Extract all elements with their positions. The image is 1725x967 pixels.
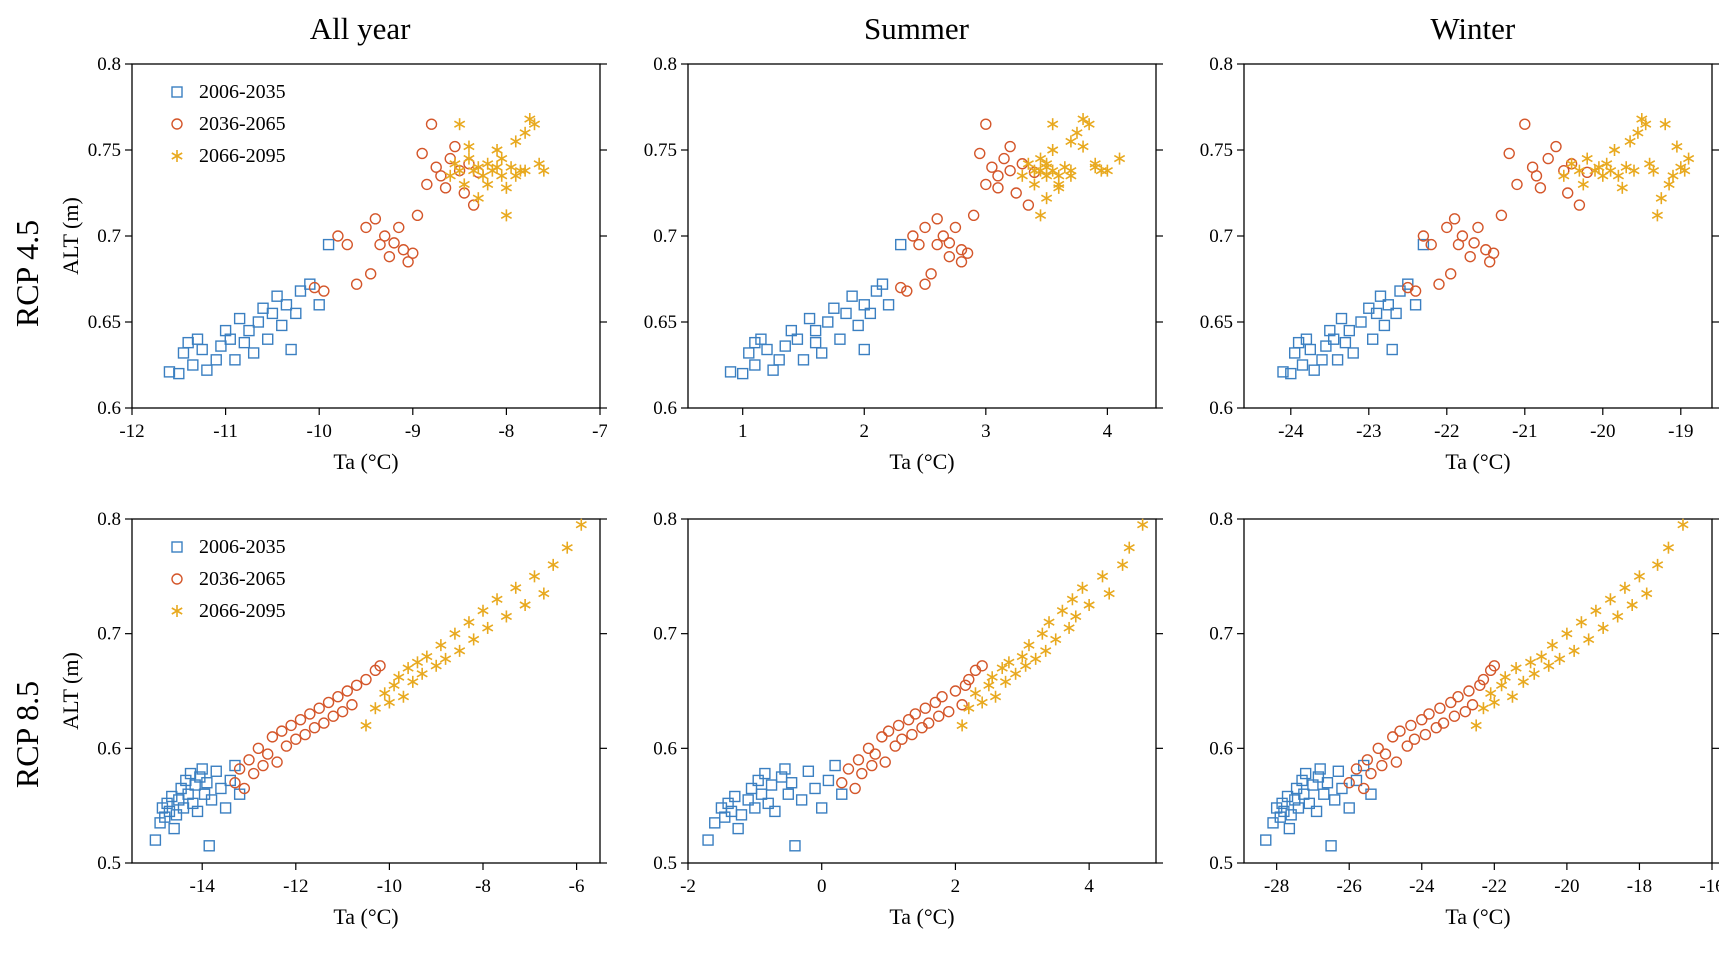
- column-title-winter: Winter: [1430, 10, 1516, 46]
- svg-text:Ta (°C): Ta (°C): [889, 449, 954, 474]
- svg-text:4: 4: [1103, 421, 1113, 442]
- svg-text:0.75: 0.75: [87, 140, 120, 161]
- scatter-chart-rcp45-summer: 1 2 3 4 0.6 0.65 0.7 0.75 0.8 Ta (°C): [644, 56, 1163, 474]
- svg-text:-6: -6: [568, 876, 584, 897]
- svg-text:3: 3: [981, 421, 991, 442]
- svg-text:Ta (°C): Ta (°C): [1446, 449, 1511, 474]
- panel-rcp85-all-year: -14 -12 -10 -8 -6 0.5 0.6 0.7 0.8 Ta (°C) ALT (m) 2…: [56, 501, 612, 967]
- svg-text:-23: -23: [1356, 421, 1381, 442]
- svg-text:-10: -10: [376, 876, 401, 897]
- svg-text:-19: -19: [1668, 421, 1693, 442]
- svg-text:0.65: 0.65: [644, 312, 677, 333]
- svg-text:0.8: 0.8: [653, 56, 677, 75]
- svg-text:ALT (m): ALT (m): [62, 197, 83, 275]
- svg-text:0.8: 0.8: [1210, 56, 1234, 75]
- svg-text:-24: -24: [1278, 421, 1304, 442]
- svg-text:0.7: 0.7: [97, 226, 121, 247]
- row-label-rcp45-text: RCP 4.5: [9, 219, 46, 328]
- panel-rcp85-summer: -2 0 2 4 0.5 0.6 0.7 0.8 Ta (°C): [612, 501, 1168, 967]
- svg-text:0.7: 0.7: [1210, 226, 1234, 247]
- svg-text:0.5: 0.5: [97, 853, 121, 874]
- svg-text:-22: -22: [1482, 876, 1507, 897]
- svg-text:-26: -26: [1337, 876, 1362, 897]
- row-label-rcp85: RCP 8.5: [0, 501, 56, 967]
- column-title-summer: Summer: [863, 10, 970, 46]
- svg-text:-12: -12: [119, 421, 144, 442]
- svg-text:Ta (°C): Ta (°C): [333, 449, 398, 474]
- svg-text:0.6: 0.6: [1210, 398, 1234, 419]
- svg-text:-22: -22: [1434, 421, 1459, 442]
- svg-text:0.7: 0.7: [1210, 624, 1234, 645]
- scatter-chart-rcp45-winter: -24 -23 -22 -21 -20 -19 0.6 0.65 0.7 0.75 0.8 Ta (°…: [1200, 56, 1720, 474]
- svg-text:-28: -28: [1264, 876, 1289, 897]
- svg-text:1: 1: [738, 421, 748, 442]
- svg-text:0.6: 0.6: [653, 738, 677, 759]
- panel-rcp45-all-year: -12 -11 -10 -9 -8 -7 0.6 0.65 0.7 0.75 0.8 Ta (°C) A…: [56, 46, 612, 501]
- svg-text:-9: -9: [405, 421, 421, 442]
- svg-text:0.65: 0.65: [87, 312, 120, 333]
- svg-text:0.6: 0.6: [97, 738, 121, 759]
- svg-text:2006-2035: 2006-2035: [199, 81, 286, 103]
- row-label-rcp45: RCP 4.5: [0, 46, 56, 501]
- scatter-chart-rcp85-all-year: -14 -12 -10 -8 -6 0.5 0.6 0.7 0.8 Ta (°C) ALT (m) 2…: [62, 511, 607, 929]
- svg-text:2066-2095: 2066-2095: [199, 145, 286, 167]
- svg-text:0.5: 0.5: [653, 853, 677, 874]
- scatter-chart-rcp85-winter: -28 -26 -24 -22 -20 -18 -16 0.5 0.6 0.7 0.8 Ta (°C): [1210, 511, 1720, 929]
- svg-text:-12: -12: [283, 876, 308, 897]
- svg-text:0.7: 0.7: [653, 624, 677, 645]
- svg-text:0.7: 0.7: [97, 624, 121, 645]
- svg-text:-14: -14: [189, 876, 215, 897]
- panel-rcp45-summer: 1 2 3 4 0.6 0.65 0.7 0.75 0.8 Ta (°C): [612, 46, 1168, 501]
- svg-text:-7: -7: [592, 421, 607, 442]
- panel-rcp45-winter: -24 -23 -22 -21 -20 -19 0.6 0.65 0.7 0.75 0.8 Ta (°…: [1169, 46, 1725, 501]
- svg-text:-8: -8: [498, 421, 514, 442]
- svg-text:0.5: 0.5: [1210, 853, 1234, 874]
- svg-text:0.75: 0.75: [1200, 140, 1233, 161]
- scatter-chart-rcp45-all-year: -12 -11 -10 -9 -8 -7 0.6 0.65 0.7 0.75 0.8 Ta (°C) A…: [62, 56, 607, 474]
- svg-text:Ta (°C): Ta (°C): [1446, 904, 1511, 929]
- svg-text:0.8: 0.8: [97, 511, 121, 530]
- svg-text:-21: -21: [1512, 421, 1537, 442]
- svg-text:2: 2: [951, 876, 961, 897]
- svg-text:-24: -24: [1409, 876, 1435, 897]
- svg-text:4: 4: [1084, 876, 1094, 897]
- svg-text:2: 2: [859, 421, 869, 442]
- svg-text:0: 0: [817, 876, 827, 897]
- svg-text:ALT (m): ALT (m): [62, 652, 83, 730]
- corner-spacer: [0, 0, 56, 46]
- svg-text:Ta (°C): Ta (°C): [333, 904, 398, 929]
- svg-text:0.6: 0.6: [1210, 738, 1234, 759]
- svg-text:0.65: 0.65: [1200, 312, 1233, 333]
- svg-text:-8: -8: [475, 876, 491, 897]
- svg-text:0.75: 0.75: [644, 140, 677, 161]
- svg-text:-20: -20: [1555, 876, 1580, 897]
- svg-text:0.8: 0.8: [1210, 511, 1234, 530]
- scatter-chart-rcp85-summer: -2 0 2 4 0.5 0.6 0.7 0.8 Ta (°C): [653, 511, 1163, 929]
- svg-text:-16: -16: [1700, 876, 1720, 897]
- svg-text:0.7: 0.7: [653, 226, 677, 247]
- svg-text:-18: -18: [1627, 876, 1652, 897]
- svg-text:0.8: 0.8: [97, 56, 121, 75]
- svg-text:2006-2035: 2006-2035: [199, 536, 286, 558]
- svg-text:-10: -10: [306, 421, 331, 442]
- svg-text:-2: -2: [680, 876, 696, 897]
- svg-text:Ta (°C): Ta (°C): [889, 904, 954, 929]
- row-label-rcp85-text: RCP 8.5: [9, 680, 46, 788]
- svg-text:2036-2065: 2036-2065: [199, 568, 286, 590]
- svg-text:0.6: 0.6: [97, 398, 121, 419]
- svg-text:2066-2095: 2066-2095: [199, 600, 286, 622]
- svg-text:-20: -20: [1590, 421, 1615, 442]
- svg-text:-11: -11: [213, 421, 238, 442]
- svg-text:0.6: 0.6: [653, 398, 677, 419]
- column-title-all-year: All year: [309, 10, 411, 46]
- svg-text:0.8: 0.8: [653, 511, 677, 530]
- panel-rcp85-winter: -28 -26 -24 -22 -20 -18 -16 0.5 0.6 0.7 0.8 Ta (°C): [1169, 501, 1725, 967]
- svg-text:2036-2065: 2036-2065: [199, 113, 286, 135]
